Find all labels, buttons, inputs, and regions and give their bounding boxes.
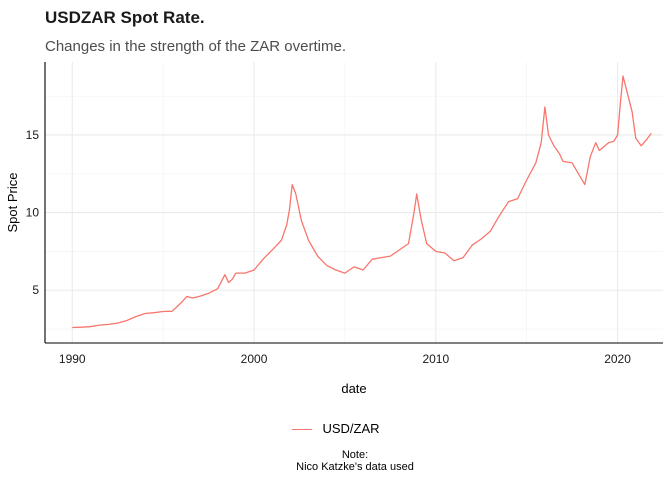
chart-legend: USD/ZAR	[0, 421, 672, 436]
x-axis-title: date	[341, 381, 366, 396]
legend-label-usd-zar: USD/ZAR	[322, 421, 380, 436]
x-tick-label: 2010	[422, 352, 449, 366]
x-tick-label: 2020	[604, 352, 631, 366]
y-axis-title: Spot Price	[5, 173, 20, 233]
x-tick-label: 2000	[241, 352, 268, 366]
series-line-usd-zar	[72, 75, 652, 329]
legend-swatch-usd-zar	[292, 429, 313, 431]
y-tick-label: 10	[26, 206, 40, 220]
chart-caption: Note: Nico Katzke's data used	[0, 449, 672, 473]
chart-title: USDZAR Spot Rate.	[45, 8, 205, 27]
chart-subtitle: Changes in the strength of the ZAR overt…	[45, 38, 346, 55]
y-tick-label: 15	[26, 128, 40, 142]
x-tick-label: 1990	[59, 352, 86, 366]
caption-line-2: Nico Katzke's data used	[296, 461, 414, 473]
caption-line-1: Note:	[341, 449, 369, 461]
y-tick-label: 5	[32, 283, 39, 297]
